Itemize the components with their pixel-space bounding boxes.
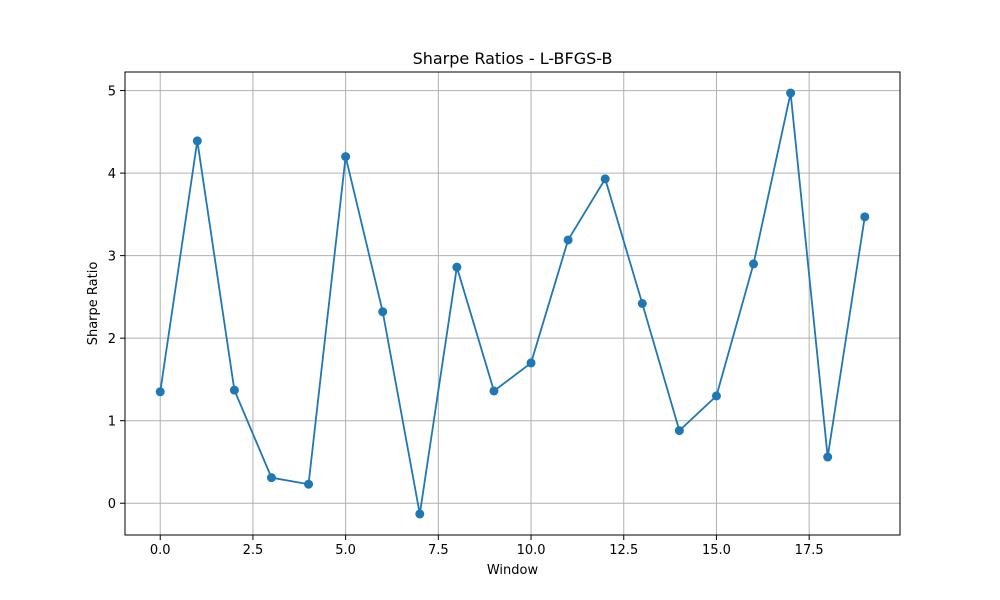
data-point bbox=[637, 299, 647, 308]
data-point bbox=[489, 386, 499, 396]
data-point bbox=[341, 152, 351, 162]
data-point bbox=[266, 473, 276, 483]
y-tick-label: 2 bbox=[108, 332, 116, 347]
data-point bbox=[378, 307, 388, 317]
data-point bbox=[526, 358, 536, 368]
chart-title: Sharpe Ratios - L-BFGS-B bbox=[413, 49, 613, 68]
data-point bbox=[749, 259, 759, 269]
series-layer bbox=[155, 88, 870, 519]
data-point bbox=[786, 88, 796, 98]
data-point bbox=[563, 235, 573, 245]
x-tick-label: 10.0 bbox=[517, 543, 546, 558]
data-point bbox=[823, 452, 833, 462]
x-tick-label: 15.0 bbox=[702, 543, 731, 558]
y-tick-label: 5 bbox=[108, 85, 116, 100]
data-point bbox=[155, 387, 165, 397]
y-tick-label: 3 bbox=[108, 250, 116, 265]
x-tick-label: 12.5 bbox=[609, 543, 638, 558]
y-tick-label: 0 bbox=[108, 497, 116, 512]
x-tick-label: 17.5 bbox=[795, 543, 824, 558]
data-point bbox=[229, 385, 239, 395]
data-point bbox=[415, 509, 425, 519]
y-tick-label: 4 bbox=[108, 167, 116, 182]
data-point bbox=[860, 212, 870, 222]
series-line bbox=[159, 92, 866, 515]
data-point bbox=[304, 479, 314, 489]
grid bbox=[125, 72, 900, 535]
x-tick-label: 0.0 bbox=[150, 543, 171, 558]
data-point bbox=[452, 262, 462, 272]
plot-frame bbox=[124, 71, 901, 536]
data-point bbox=[192, 136, 202, 146]
data-point bbox=[711, 391, 721, 401]
x-axis-title: Window bbox=[487, 563, 539, 578]
ticks: 0.0 2.5 5.0 7.5 10.0 12.5 15.0 17.5 0 1 2 3 4 5 bbox=[108, 85, 824, 558]
x-tick-label: 5.0 bbox=[335, 543, 356, 558]
data-point bbox=[600, 174, 610, 184]
data-point bbox=[674, 426, 684, 436]
x-tick-label: 7.5 bbox=[428, 543, 449, 558]
y-tick-label: 1 bbox=[108, 415, 116, 430]
x-tick-label: 2.5 bbox=[243, 543, 264, 558]
y-axis-title: Sharpe Ratio bbox=[86, 262, 101, 346]
